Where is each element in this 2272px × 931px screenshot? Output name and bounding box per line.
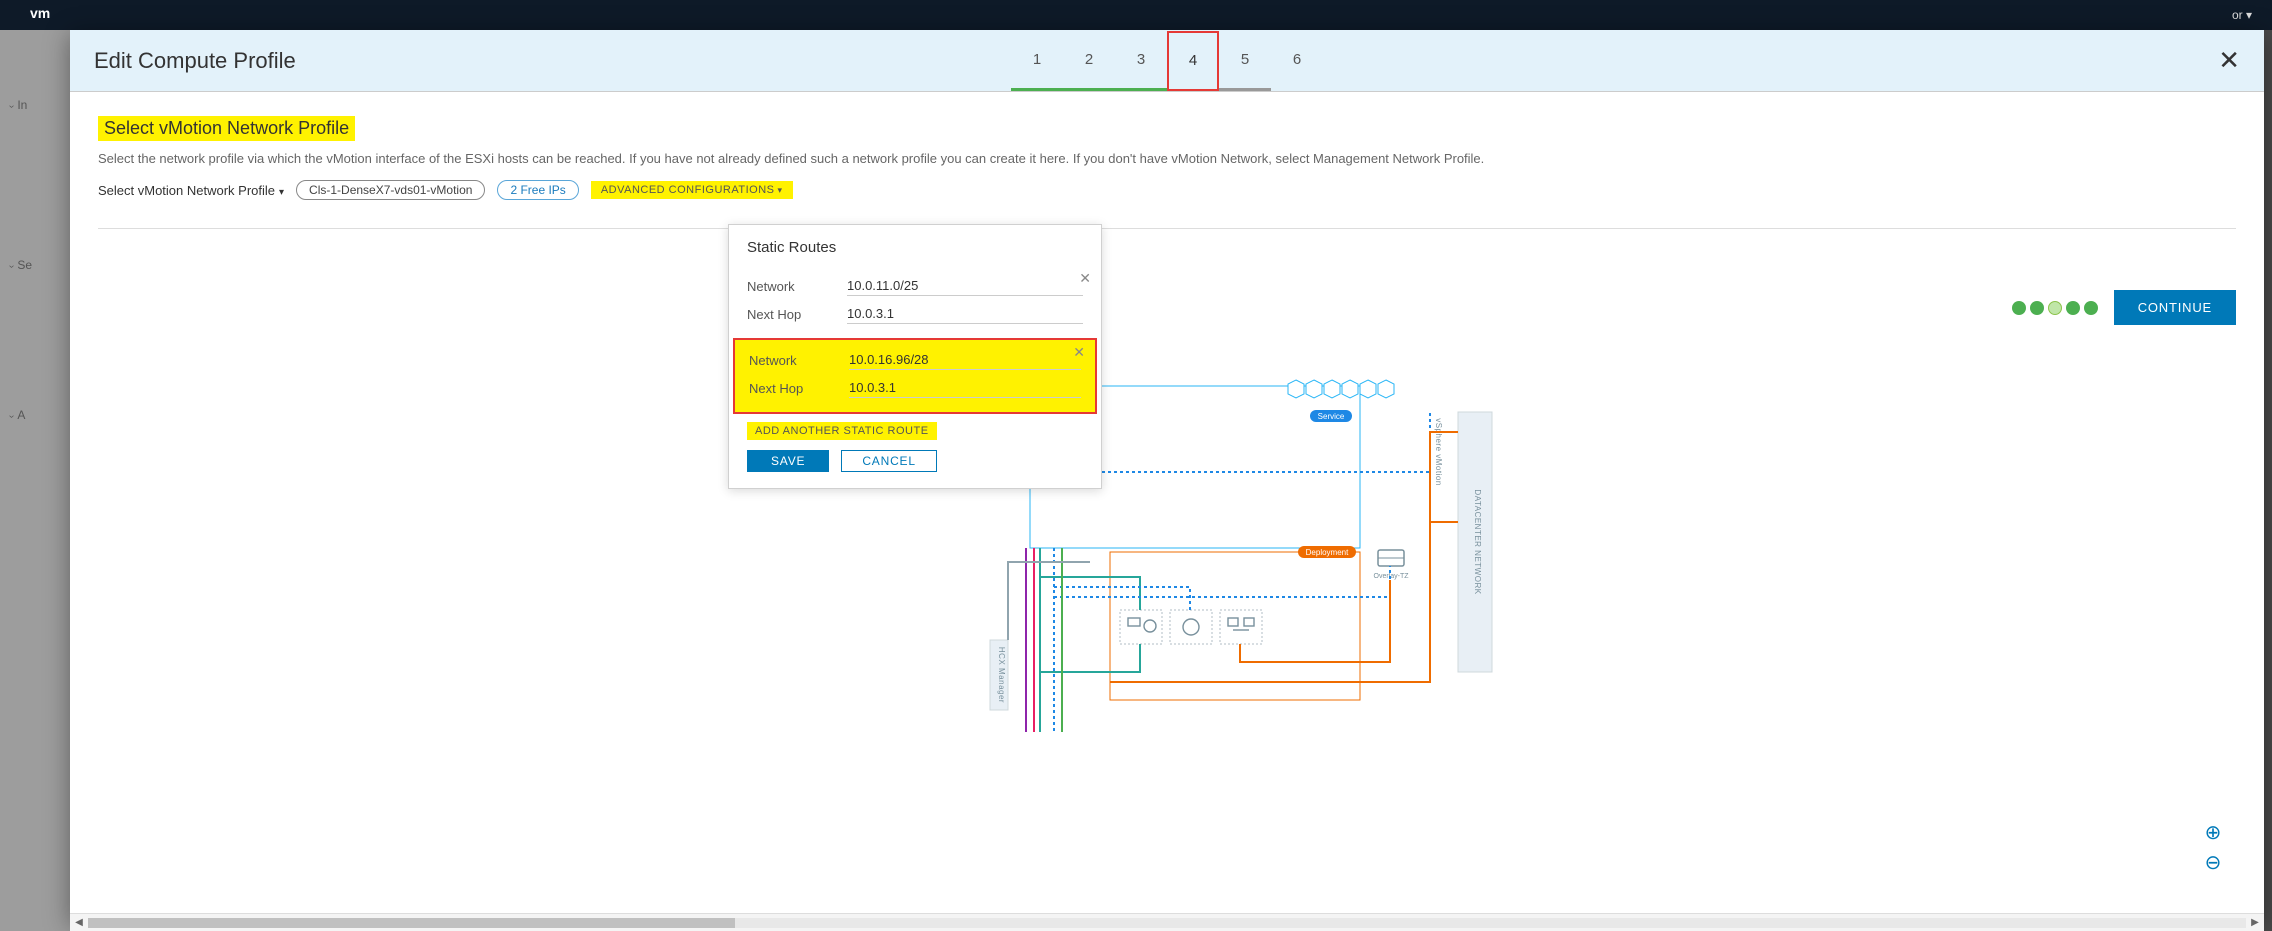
header-user-menu[interactable]: or ▾ — [2232, 8, 2252, 22]
left-sidebar: ›In ›Se ›A — [0, 30, 70, 931]
sidebar-item[interactable]: ›Se — [0, 250, 70, 280]
overlay-tz-icon: Overlay-TZ — [1374, 550, 1410, 580]
modal-title: Edit Compute Profile — [94, 48, 296, 74]
static-routes-popover: Static Routes ✕ Network Next Hop ✕ Netwo… — [728, 224, 1102, 489]
hex-icon-row — [1288, 380, 1394, 398]
step-2[interactable]: 2 — [1063, 31, 1115, 91]
sidebar-item[interactable]: ›A — [0, 400, 70, 430]
zoom-out-icon[interactable]: ⊖ — [2202, 851, 2224, 873]
status-dot — [2030, 301, 2044, 315]
svg-text:Service: Service — [1318, 412, 1345, 421]
svg-text:DATACENTER NETWORK: DATACENTER NETWORK — [1473, 489, 1482, 594]
add-static-route-button[interactable]: ADD ANOTHER STATIC ROUTE — [747, 422, 937, 440]
network-label: Network — [747, 279, 847, 294]
status-dot — [2048, 301, 2062, 315]
nexthop-label: Next Hop — [749, 381, 849, 396]
scroll-track[interactable] — [88, 918, 2246, 928]
step-1[interactable]: 1 — [1011, 31, 1063, 91]
step-3[interactable]: 3 — [1115, 31, 1167, 91]
section-title: Select vMotion Network Profile — [98, 116, 355, 141]
continue-button[interactable]: CONTINUE — [2114, 290, 2236, 325]
modal-header: Edit Compute Profile 1 2 3 4 5 6 ✕ — [70, 30, 2264, 92]
step-5[interactable]: 5 — [1219, 31, 1271, 91]
network-label: Network — [749, 353, 849, 368]
sidebar-item[interactable]: ›In — [0, 90, 70, 120]
svg-text:HCX Manager: HCX Manager — [997, 647, 1006, 703]
profile-selector-row: Select vMotion Network Profile Cls-1-Den… — [98, 180, 2236, 200]
section-description: Select the network profile via which the… — [98, 151, 2236, 166]
scroll-right-icon[interactable]: ▶ — [2246, 917, 2264, 928]
advanced-configurations-toggle[interactable]: ADVANCED CONFIGURATIONS — [591, 181, 793, 199]
free-ips-pill[interactable]: 2 Free IPs — [497, 180, 578, 200]
save-button[interactable]: SAVE — [747, 450, 829, 472]
static-route-entry: ✕ Network Next Hop — [729, 266, 1101, 338]
horizontal-scrollbar[interactable]: ◀ ▶ — [70, 913, 2264, 931]
scroll-thumb[interactable] — [88, 918, 735, 928]
svg-text:Overlay-TZ: Overlay-TZ — [1374, 573, 1410, 580]
step-4[interactable]: 4 — [1167, 31, 1219, 91]
status-dots — [2012, 301, 2098, 315]
network-input[interactable] — [847, 276, 1083, 296]
status-dot — [2012, 301, 2026, 315]
static-route-entry-highlighted: ✕ Network Next Hop — [733, 338, 1097, 414]
cancel-button[interactable]: CANCEL — [841, 450, 936, 472]
profile-label[interactable]: Select vMotion Network Profile — [98, 183, 284, 198]
remove-route-icon[interactable]: ✕ — [1073, 344, 1085, 361]
status-dot — [2066, 301, 2080, 315]
nexthop-input[interactable] — [847, 304, 1083, 324]
nexthop-label: Next Hop — [747, 307, 847, 322]
modal-body: Select vMotion Network Profile Select th… — [70, 92, 2264, 923]
status-dot — [2084, 301, 2098, 315]
network-input[interactable] — [849, 350, 1081, 370]
wizard-steps: 1 2 3 4 5 6 — [1011, 31, 1323, 91]
svg-text:vSphere vMotion: vSphere vMotion — [1434, 418, 1443, 486]
remove-route-icon[interactable]: ✕ — [1079, 270, 1091, 287]
divider — [98, 228, 2236, 229]
zoom-in-icon[interactable]: ⊕ — [2202, 821, 2224, 843]
edit-compute-profile-modal: Edit Compute Profile 1 2 3 4 5 6 ✕ Selec… — [70, 30, 2264, 923]
scroll-left-icon[interactable]: ◀ — [70, 917, 88, 928]
step-6[interactable]: 6 — [1271, 31, 1323, 91]
zoom-controls: ⊕ ⊖ — [2202, 821, 2224, 873]
profile-selected-pill[interactable]: Cls-1-DenseX7-vds01-vMotion — [296, 180, 485, 200]
nexthop-input[interactable] — [849, 378, 1081, 398]
popover-title: Static Routes — [729, 239, 1101, 266]
svg-text:Deployment: Deployment — [1306, 548, 1349, 557]
close-icon[interactable]: ✕ — [2218, 45, 2240, 76]
vmware-logo: vm — [30, 5, 50, 21]
